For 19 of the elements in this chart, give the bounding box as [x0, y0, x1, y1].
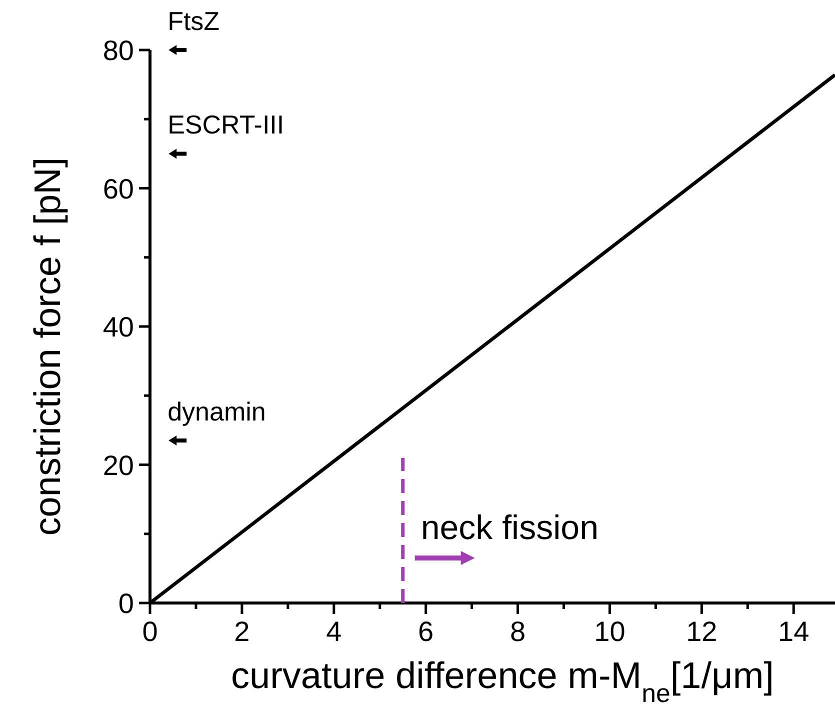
y-tick-label: 0	[118, 588, 134, 619]
y-tick-label: 40	[102, 312, 134, 342]
x-tick-label: 6	[418, 616, 434, 647]
x-tick-label: 12	[686, 616, 718, 647]
y-axis-title: constriction force f [pN]	[27, 157, 68, 536]
y-tick-label: 80	[102, 35, 134, 66]
x-tick-label: 4	[326, 616, 342, 647]
series-label: FtsZ	[168, 6, 220, 36]
x-tick-label: 2	[234, 616, 250, 647]
x-tick-label: 14	[778, 616, 810, 647]
x-axis-title: curvature difference m-M$_{ne}$[1/μm]	[231, 655, 774, 708]
series-label: ESCRT-III	[168, 110, 284, 140]
y-tick-label: 60	[102, 173, 134, 204]
y-tick-label: 20	[102, 450, 134, 481]
x-tick-label: 8	[510, 616, 526, 647]
x-tick-label: 0	[142, 616, 158, 647]
x-tick-label: 10	[594, 616, 626, 647]
series-label: dynamin	[168, 396, 266, 427]
annotation: neck fission	[420, 509, 598, 547]
